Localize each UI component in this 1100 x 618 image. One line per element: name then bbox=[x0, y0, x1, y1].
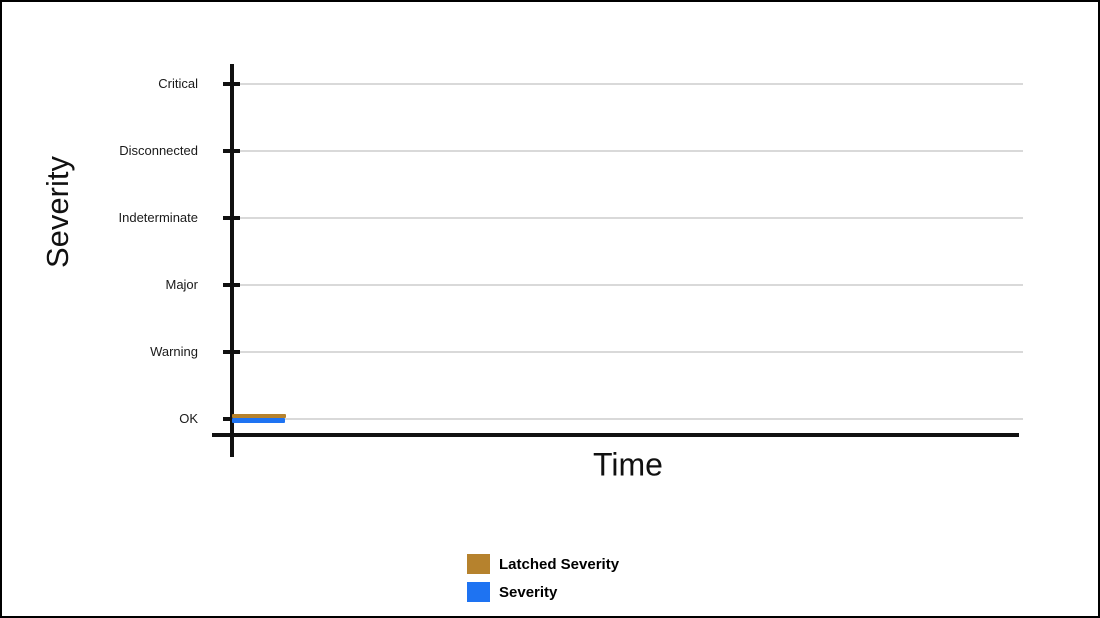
y-tick-label: Major bbox=[165, 277, 198, 292]
gridline-horizontal bbox=[240, 351, 1023, 353]
latched-severity-series-line bbox=[232, 413, 286, 418]
y-tick-label: Critical bbox=[158, 76, 198, 91]
legend-swatch bbox=[467, 554, 490, 574]
legend: Latched Severity Severity bbox=[467, 554, 619, 602]
y-tick-label: Warning bbox=[150, 344, 198, 359]
gridline-horizontal bbox=[240, 217, 1023, 219]
x-axis-title: Time bbox=[593, 446, 663, 483]
gridline-horizontal bbox=[240, 83, 1023, 85]
severity-series-line bbox=[232, 418, 285, 423]
y-tick-label: Indeterminate bbox=[118, 210, 199, 225]
gridline-horizontal bbox=[240, 418, 1023, 420]
y-tick-label: OK bbox=[179, 411, 198, 426]
legend-label: Severity bbox=[499, 583, 558, 601]
legend-label: Latched Severity bbox=[499, 555, 620, 573]
legend-item-latched-severity: Latched Severity bbox=[467, 554, 619, 574]
legend-swatch bbox=[467, 582, 490, 602]
legend-item-severity: Severity bbox=[467, 582, 619, 602]
gridline-horizontal bbox=[240, 284, 1023, 286]
y-axis-line bbox=[230, 64, 234, 457]
x-axis-line bbox=[212, 433, 1019, 437]
gridline-horizontal bbox=[240, 150, 1023, 152]
y-tick-label: Disconnected bbox=[119, 143, 198, 158]
